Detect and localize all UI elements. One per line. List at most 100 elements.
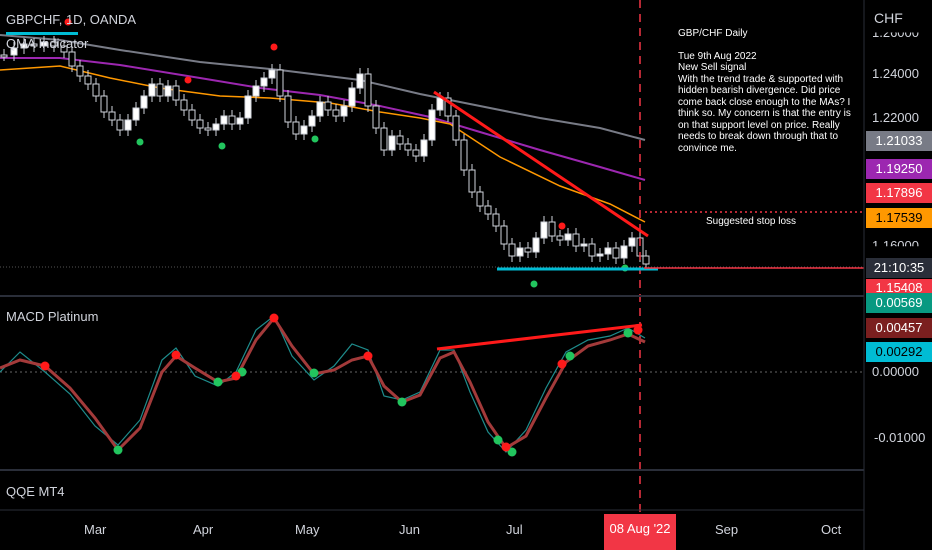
candle-body: [316, 101, 324, 117]
candle-body: [348, 87, 356, 107]
macd-green-dot: [113, 445, 123, 455]
candle-body: [340, 105, 348, 117]
candle-body: [332, 109, 340, 117]
qma-indicator-label[interactable]: QMA Indicator: [6, 36, 89, 51]
candle-body: [642, 255, 650, 265]
macd-signal-line: [0, 315, 646, 453]
candle-body: [180, 99, 188, 111]
candle-body: [564, 233, 572, 241]
candle-body: [324, 101, 332, 111]
candle-body: [260, 77, 268, 87]
candle-body: [100, 95, 108, 113]
macd-indicator-label[interactable]: MACD Platinum: [6, 309, 99, 324]
time-label-jun: Jun: [399, 522, 420, 537]
candle-body: [588, 243, 596, 257]
macd-green-dot: [309, 368, 319, 378]
candle-body: [612, 247, 620, 259]
candle-body: [188, 109, 196, 121]
macd-green-dot: [213, 377, 223, 387]
macd-red-dot: [231, 371, 241, 381]
price-tick: 1.16000: [872, 238, 919, 253]
price-tick: 1.22000: [872, 110, 919, 125]
note-signal: New Sell signal: [678, 62, 747, 73]
candle-body: [492, 213, 500, 227]
note-body: With the trend trade & supported with hi…: [678, 73, 854, 154]
macd-green-dot: [507, 447, 517, 457]
sell-signal-dot: [270, 43, 278, 51]
candle-body: [276, 69, 284, 97]
candle-body: [236, 117, 244, 125]
candle-body: [428, 109, 436, 141]
candle-body: [460, 139, 468, 171]
candle-body: [0, 54, 8, 58]
symbol-title[interactable]: GBPCHF, 1D, OANDA: [6, 12, 137, 27]
time-label-apr: Apr: [193, 522, 214, 537]
candle-body: [212, 123, 220, 131]
overlays: [64, 0, 864, 514]
candle-body: [50, 41, 58, 47]
candle-body: [196, 119, 204, 129]
candle-body: [228, 115, 236, 125]
sell-signal-dot: [64, 18, 72, 26]
macd-green-dot: [397, 397, 407, 407]
macd-red-dot: [501, 442, 511, 452]
candle-body: [484, 205, 492, 215]
candle-body: [372, 105, 380, 129]
candle-body: [396, 135, 404, 145]
macd-tick: -0.01000: [874, 430, 926, 445]
macd-red-dot: [269, 313, 279, 323]
macd-divergence-line: [436, 323, 643, 351]
price-badge-last: 1.15408: [866, 279, 932, 293]
candle-body: [252, 85, 260, 97]
candle-body: [308, 115, 316, 127]
macd-green-dot: [623, 328, 633, 338]
candle-body: [452, 115, 460, 141]
macd-badge-value: 0.00569: [866, 293, 932, 313]
analysis-note: GBP/CHF Daily Tue 9th Aug 2022 New Sell …: [678, 28, 858, 154]
candle-body: [596, 253, 604, 257]
candle-body: [292, 121, 300, 135]
moving-averages: [0, 34, 646, 223]
sell-signal-dot: [558, 222, 566, 230]
candle-body: [220, 115, 228, 125]
candle-body: [84, 75, 92, 85]
candlesticks: [0, 36, 650, 270]
buy-signal-dot: [218, 142, 226, 150]
candle-body: [420, 139, 428, 157]
candle-body: [532, 237, 540, 253]
descending-trendline: [433, 90, 649, 238]
candle-body: [500, 225, 508, 245]
candle-body: [412, 149, 420, 157]
macd-main-line: [0, 315, 646, 453]
candle-body: [572, 233, 580, 247]
macd-red-dot: [633, 325, 643, 335]
candle-body: [172, 85, 180, 101]
candle-body: [60, 45, 68, 53]
candle-body: [356, 73, 364, 89]
candle-body: [284, 95, 292, 123]
price-badge-ma-purple: 1.19250: [866, 159, 932, 179]
currency-label[interactable]: CHF: [874, 10, 903, 26]
candle-body: [204, 127, 212, 131]
candle-body: [620, 245, 628, 259]
axes: [0, 0, 865, 550]
candle-body: [132, 107, 140, 121]
candle-body: [380, 127, 388, 151]
note-title: GBP/CHF Daily: [678, 28, 748, 39]
ma-line-orange: [0, 65, 646, 223]
candle-body: [476, 191, 484, 207]
symbol-underline: [6, 32, 78, 35]
price-badge-ma-gray: 1.21033: [866, 131, 932, 151]
candle-body: [116, 119, 124, 131]
time-label-mar: Mar: [84, 522, 107, 537]
candle-body: [244, 95, 252, 119]
candle-body: [524, 247, 532, 253]
candle-body: [444, 97, 452, 117]
price-badge-trend: 1.17896: [866, 183, 932, 203]
candle-body: [436, 97, 444, 111]
macd-red-dot: [40, 361, 50, 371]
candle-body: [30, 43, 38, 47]
qqe-indicator-label[interactable]: QQE MT4: [6, 484, 65, 499]
grid: [0, 266, 864, 373]
